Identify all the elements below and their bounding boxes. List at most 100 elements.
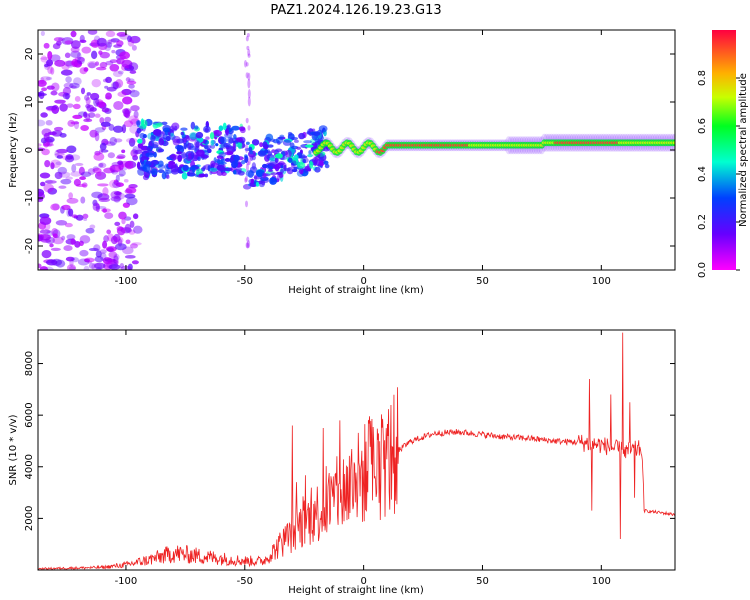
spectrogram-cell [83, 111, 88, 118]
spectrogram-cell [89, 107, 97, 112]
spectrogram-cell [116, 154, 126, 159]
spectrogram-cell [223, 143, 231, 148]
spectrogram-cell [102, 187, 109, 196]
spectrogram-cell [104, 212, 114, 220]
spectrogram-cell [180, 153, 188, 158]
spectrogram-cell [204, 140, 209, 146]
spectrogram-cell [262, 141, 268, 149]
spectrogram-cell [181, 172, 188, 180]
spectrogram-cell [43, 42, 50, 49]
spectrogram-cell [245, 170, 255, 177]
spectrogram-cell [261, 163, 268, 169]
spectrogram-cell [102, 240, 108, 249]
spectrogram-cell [72, 114, 83, 119]
spectrogram-cell [166, 174, 170, 179]
spectrogram-cell [165, 135, 171, 142]
spectrogram-cell [245, 35, 249, 42]
spectrogram-cell [308, 150, 312, 155]
spectrogram-cell [71, 257, 79, 263]
spectrogram-cell [102, 208, 108, 213]
spectrogram-cell [49, 243, 54, 248]
spectrogram-cell [247, 89, 251, 99]
spectrogram-cell [250, 178, 255, 184]
spectrogram-cell [125, 137, 138, 144]
spectrogram-cell [225, 128, 229, 136]
spectrogram-cell [274, 148, 283, 153]
spectrogram-cell [52, 236, 64, 245]
spectrogram-cell [103, 167, 115, 174]
spectrogram-cell [38, 143, 42, 147]
spectrogram-cell [73, 77, 82, 86]
spectrogram-cell [245, 141, 250, 145]
spectrogram-cell [128, 62, 139, 72]
spectrogram-cell [231, 160, 238, 169]
x-tick-label: -100 [115, 576, 138, 587]
spectrogram-cell [233, 134, 237, 140]
spectrogram-cell [154, 137, 160, 142]
spectrogram-cell [40, 77, 45, 84]
spectrogram-cell [85, 227, 95, 234]
spectrogram-cell [155, 131, 165, 138]
spectrogram-cell [244, 175, 248, 183]
spectrogram-cell [114, 221, 121, 226]
spectrogram-cell [156, 146, 163, 153]
spectrogram-cell [294, 139, 299, 143]
spectrogram-cell [169, 154, 179, 160]
spectrogram-cell [257, 150, 267, 157]
spectrogram-cell [131, 45, 137, 51]
spectrogram-cell [108, 179, 119, 189]
spectrogram-cell [113, 100, 124, 110]
spectrogram-cell [61, 235, 66, 241]
spectrogram-cell [91, 78, 102, 88]
spectrogram-cell [282, 139, 292, 146]
figure-title: PAZ1.2024.126.19.23.G13 [270, 3, 441, 18]
spectrogram-cell [90, 50, 98, 60]
spectrogram-cell [267, 168, 274, 173]
spectrogram-cell [141, 137, 146, 145]
spectrogram-cell [278, 161, 285, 166]
spectrogram-cell [87, 61, 98, 69]
spectrogram-cell [129, 90, 140, 98]
spectrogram-cell [276, 171, 283, 175]
spectrogram-cell [70, 121, 80, 125]
spectrogram-cell [95, 250, 102, 258]
spectrogram-cell [198, 173, 206, 178]
spectrogram-cell [265, 133, 274, 141]
spectrogram-cell [117, 70, 124, 75]
spectrogram-cell [46, 259, 58, 266]
spectrogram-cell [40, 239, 52, 243]
spectrogram-cell [41, 87, 48, 92]
spectrogram-cell [218, 125, 224, 132]
spectrogram-cell [283, 164, 287, 172]
spectrogram-cell [105, 30, 116, 38]
spectrogram-cell [53, 37, 64, 42]
y-tick-label: 10 [24, 96, 35, 109]
spectrogram-cell [309, 161, 314, 169]
spectrogram-cell [58, 171, 71, 178]
spectrogram-cell [80, 124, 89, 131]
spectrogram-cell [113, 255, 119, 265]
spectrogram-cell [66, 145, 77, 154]
spectrogram-cell [80, 196, 86, 204]
spectrogram-cell [70, 40, 81, 49]
spectrogram-cell [100, 121, 111, 127]
spectrogram-cell [95, 61, 100, 66]
spectrogram-cell [57, 166, 68, 175]
spectrogram-cell [157, 164, 166, 170]
spectrogram-cell [130, 105, 140, 112]
spectrogram-cell [146, 170, 156, 174]
spectrogram-cell [131, 260, 139, 265]
spectrogram-cell [124, 255, 136, 259]
spectrogram-cell [150, 134, 156, 143]
spectrogram-cell [116, 226, 126, 236]
spectrogram-cell [129, 70, 137, 74]
spectrogram-cell [122, 96, 133, 105]
spectrogram-cell [79, 176, 87, 181]
spectrogram-cell [245, 62, 249, 67]
spectrogram-cell [117, 160, 124, 166]
spectrogram-cell [108, 124, 115, 131]
spectrogram-cell [98, 50, 103, 55]
spectrogram-cell [92, 202, 100, 211]
spectrogram-cell [251, 139, 260, 146]
spectrogram-cell [97, 183, 109, 187]
